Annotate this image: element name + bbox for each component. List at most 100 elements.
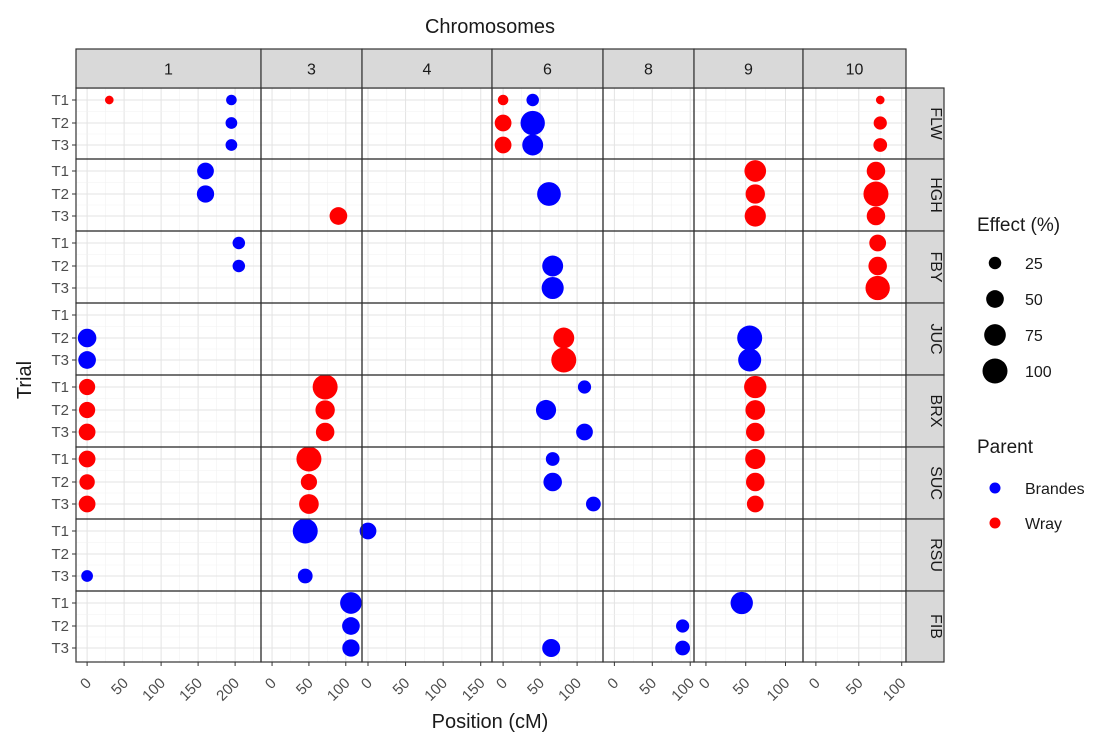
data-point [78, 401, 96, 419]
y-tick-label: T3 [51, 280, 69, 297]
data-point [745, 422, 765, 442]
data-point [676, 619, 690, 633]
legend-color-key [989, 482, 1001, 494]
legend-color-key [989, 517, 1001, 529]
legend-size-key [982, 358, 1008, 384]
panel-background [362, 231, 492, 303]
strip-chromosome-label: 6 [543, 62, 552, 79]
strip-trait-label: FBY [927, 251, 944, 282]
x-tick-label: 0 [696, 675, 714, 693]
x-tick-label: 200 [213, 675, 243, 705]
x-tick-label: 0 [77, 675, 95, 693]
x-tick-label: 100 [880, 675, 910, 705]
legend-color-label: Wray [1025, 516, 1062, 533]
y-tick-label: T2 [51, 186, 69, 203]
legend-size-key [988, 256, 1002, 270]
y-tick-label: T3 [51, 496, 69, 513]
strip-chromosome-label: 9 [744, 62, 753, 79]
panel-background [492, 519, 603, 591]
strip-trait-label: SUC [927, 466, 944, 500]
data-point [577, 380, 592, 394]
data-point [104, 95, 114, 105]
y-tick-label: T2 [51, 402, 69, 419]
data-point [342, 639, 360, 657]
y-tick-label: T3 [51, 137, 69, 154]
legend: Effect (%) 25 50 75 100 Parent Brandes Wray [977, 215, 1085, 533]
strip-trait [905, 590, 945, 663]
data-point [576, 423, 593, 441]
data-point [738, 348, 762, 372]
panel-background [603, 231, 694, 303]
data-point [526, 93, 539, 107]
strip-trait [905, 87, 945, 160]
data-point [868, 256, 887, 276]
y-tick-label: T3 [51, 424, 69, 441]
data-point [359, 522, 377, 540]
panel-background [603, 447, 694, 519]
data-point [535, 399, 557, 421]
panel-background [803, 159, 906, 231]
strip-trait-label: HGH [927, 177, 944, 213]
x-axis-label: Position (cM) [432, 711, 549, 733]
data-point [300, 473, 318, 491]
legend-size-label: 75 [1025, 328, 1043, 345]
data-point [79, 474, 95, 490]
x-tick-label: 150 [176, 675, 206, 705]
data-point [78, 450, 96, 468]
data-point [863, 181, 889, 207]
data-point [494, 136, 512, 154]
data-point [585, 496, 601, 512]
panel-background [76, 303, 261, 375]
data-point [745, 184, 765, 204]
data-point [551, 347, 577, 373]
data-point [296, 446, 322, 472]
panel-background [803, 519, 906, 591]
panel-background [803, 231, 906, 303]
panel-background [362, 519, 492, 591]
y-tick-label: T2 [51, 258, 69, 275]
x-tick-label: 100 [421, 675, 451, 705]
panel-background [803, 303, 906, 375]
data-point [873, 138, 888, 152]
strip-trait-label: JUC [927, 323, 944, 354]
x-tick-label: 100 [668, 675, 698, 705]
panel-background [76, 375, 261, 447]
x-tick-label: 0 [358, 675, 376, 693]
strip-chromosome-label: 4 [423, 62, 432, 79]
x-tick-label: 150 [459, 675, 489, 705]
data-point [744, 375, 767, 399]
data-point [875, 95, 885, 105]
data-point [537, 182, 561, 206]
strip-trait [905, 158, 945, 232]
x-tick-label: 100 [139, 675, 169, 705]
data-point [299, 494, 319, 514]
data-point [553, 327, 575, 349]
data-point [744, 160, 767, 182]
strip-chromosome [693, 48, 804, 89]
chart-title: Chromosomes [425, 16, 555, 38]
panel-background [803, 447, 906, 519]
x-tick-label: 50 [108, 675, 132, 699]
data-point [543, 472, 562, 492]
data-point [542, 255, 564, 277]
data-point [292, 518, 318, 544]
data-point [196, 185, 215, 203]
data-point [869, 234, 887, 252]
y-tick-label: T3 [51, 208, 69, 225]
x-tick-label: 0 [604, 675, 622, 693]
y-tick-label: T1 [51, 235, 69, 252]
data-point [225, 117, 238, 129]
panel-background [261, 231, 362, 303]
legend-color-title: Parent [977, 437, 1034, 458]
data-point [745, 472, 765, 492]
strip-trait-label: FLW [927, 107, 944, 140]
data-point [866, 206, 886, 226]
legend-size-title: Effect (%) [977, 215, 1060, 236]
data-point [77, 328, 97, 348]
y-tick-label: T2 [51, 618, 69, 635]
panel-background [492, 303, 603, 375]
data-point [315, 422, 335, 442]
y-tick-label: T1 [51, 307, 69, 324]
x-tick-label: 50 [524, 675, 548, 699]
strip-chromosome-label: 10 [846, 62, 864, 79]
